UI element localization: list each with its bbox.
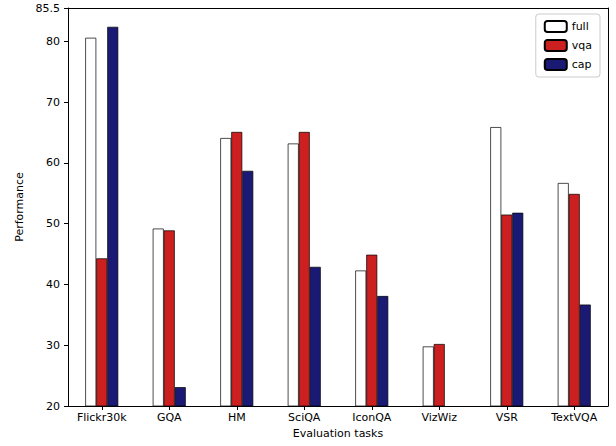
svg-text:Flickr30k: Flickr30k xyxy=(77,411,127,424)
svg-text:TextVQA: TextVQA xyxy=(550,411,597,424)
svg-text:VSR: VSR xyxy=(496,411,519,424)
svg-text:60: 60 xyxy=(46,156,60,169)
svg-text:full: full xyxy=(572,20,589,33)
svg-text:SciQA: SciQA xyxy=(288,411,321,424)
svg-text:30: 30 xyxy=(46,339,60,352)
svg-text:Performance: Performance xyxy=(13,172,26,242)
svg-text:50: 50 xyxy=(46,217,60,230)
svg-text:85.5: 85.5 xyxy=(36,2,61,15)
svg-text:20: 20 xyxy=(46,400,60,413)
svg-text:vqa: vqa xyxy=(572,39,592,52)
svg-text:80: 80 xyxy=(46,35,60,48)
svg-text:GQA: GQA xyxy=(157,411,182,424)
svg-text:VizWiz: VizWiz xyxy=(421,411,457,424)
svg-text:40: 40 xyxy=(46,278,60,291)
svg-text:Evaluation tasks: Evaluation tasks xyxy=(293,427,384,440)
svg-text:HM: HM xyxy=(228,411,246,424)
svg-text:cap: cap xyxy=(572,58,592,71)
svg-text:70: 70 xyxy=(46,96,60,109)
svg-text:IconQA: IconQA xyxy=(352,411,392,424)
